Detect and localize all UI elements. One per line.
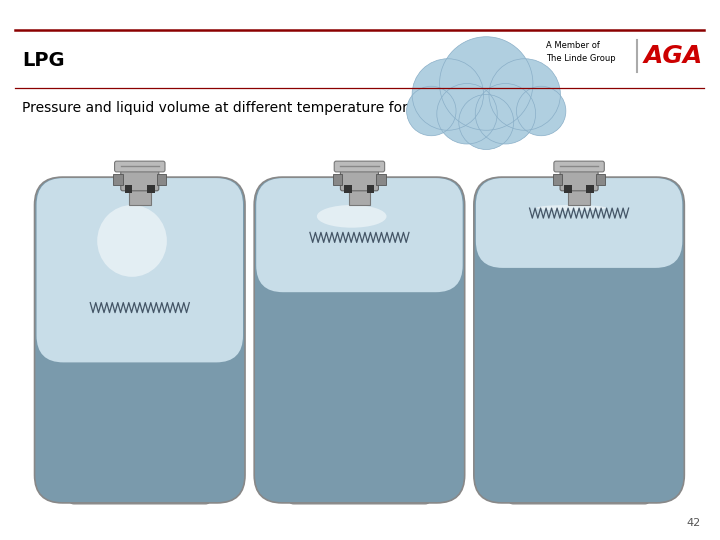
FancyBboxPatch shape bbox=[254, 177, 464, 503]
Bar bbox=[377, 174, 386, 185]
Text: 65 °C
24 bar: 65 °C 24 bar bbox=[546, 348, 611, 392]
Bar bbox=[125, 185, 132, 193]
Circle shape bbox=[407, 86, 456, 136]
Bar bbox=[333, 174, 343, 185]
FancyBboxPatch shape bbox=[121, 168, 159, 191]
FancyBboxPatch shape bbox=[474, 177, 684, 503]
Text: 42: 42 bbox=[687, 518, 701, 528]
FancyBboxPatch shape bbox=[341, 168, 379, 191]
FancyBboxPatch shape bbox=[35, 177, 245, 503]
Ellipse shape bbox=[97, 205, 167, 277]
Text: 15 °C
7 bar: 15 °C 7 bar bbox=[113, 348, 166, 392]
Bar bbox=[147, 185, 155, 193]
Bar bbox=[348, 189, 370, 205]
Text: 50 °C
18 bar: 50 °C 18 bar bbox=[327, 348, 392, 392]
Circle shape bbox=[489, 59, 560, 130]
FancyBboxPatch shape bbox=[508, 470, 649, 504]
FancyBboxPatch shape bbox=[334, 161, 384, 172]
FancyBboxPatch shape bbox=[289, 470, 430, 504]
Bar bbox=[596, 174, 606, 185]
Bar bbox=[366, 185, 374, 193]
Bar bbox=[157, 174, 166, 185]
Circle shape bbox=[516, 86, 566, 136]
Text: A Member of
The Linde Group: A Member of The Linde Group bbox=[546, 41, 616, 63]
Text: LPG: LPG bbox=[22, 51, 65, 70]
Ellipse shape bbox=[536, 205, 606, 211]
Circle shape bbox=[440, 37, 533, 130]
Circle shape bbox=[475, 84, 536, 144]
Text: AGA: AGA bbox=[644, 44, 703, 68]
Text: Pressure and liquid volume at different temperature for a filled LPG-cylinder: Pressure and liquid volume at different … bbox=[22, 101, 551, 115]
FancyBboxPatch shape bbox=[37, 178, 243, 362]
Bar bbox=[564, 185, 572, 193]
Bar bbox=[586, 185, 594, 193]
Circle shape bbox=[412, 59, 484, 130]
FancyBboxPatch shape bbox=[560, 168, 598, 191]
Bar bbox=[344, 185, 352, 193]
Bar bbox=[553, 174, 562, 185]
FancyBboxPatch shape bbox=[114, 161, 165, 172]
FancyBboxPatch shape bbox=[69, 470, 210, 504]
FancyBboxPatch shape bbox=[476, 178, 683, 268]
Circle shape bbox=[459, 94, 513, 150]
Circle shape bbox=[437, 84, 498, 144]
FancyBboxPatch shape bbox=[554, 161, 604, 172]
Bar bbox=[129, 189, 150, 205]
Bar bbox=[114, 174, 122, 185]
FancyBboxPatch shape bbox=[256, 178, 463, 292]
Ellipse shape bbox=[317, 205, 387, 228]
Bar bbox=[568, 189, 590, 205]
